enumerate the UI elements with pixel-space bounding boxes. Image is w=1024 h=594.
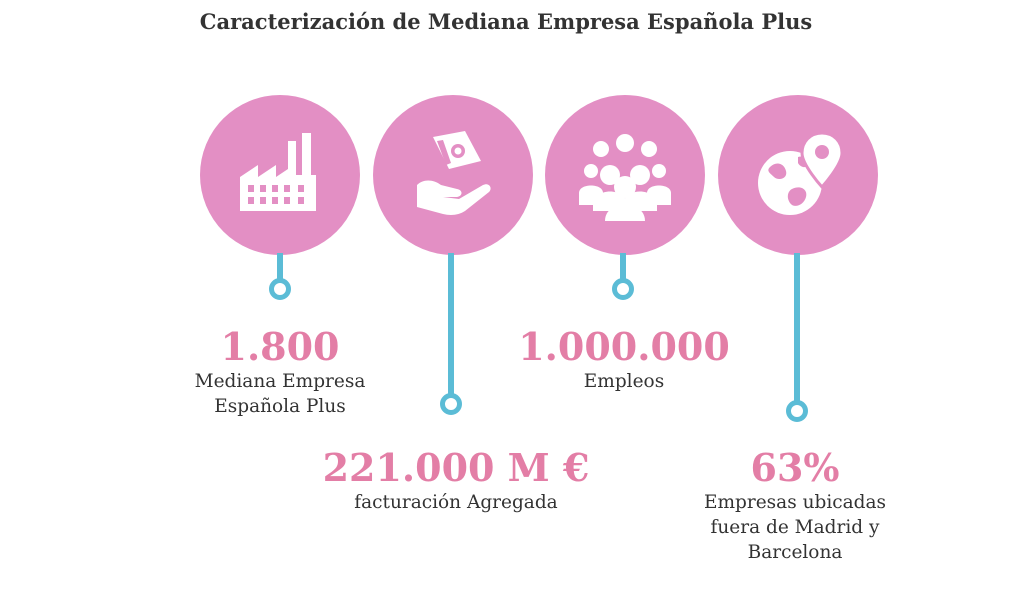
stat-label: facturación Agregada — [354, 492, 558, 513]
stat-label: Mediana Empresa Española Plus — [194, 371, 366, 417]
globe-location-circle — [718, 95, 878, 255]
stat-value: 221.000 M € — [322, 445, 590, 490]
stat-value: 63% — [750, 445, 840, 490]
globe-location-icon — [758, 131, 844, 215]
factory-icon — [240, 133, 316, 211]
factory-circle — [200, 95, 360, 255]
people-group-icon — [579, 134, 671, 221]
connector-line-1 — [277, 253, 283, 280]
connector-ring-2 — [440, 393, 462, 415]
connector-line-4 — [794, 253, 800, 401]
stat-label: Empresas ubicadas fuera de Madrid y Barc… — [703, 492, 886, 563]
stat-value: 1.800 — [220, 324, 340, 369]
connector-line-3 — [620, 253, 626, 280]
hand-money-circle — [373, 95, 533, 255]
connector-ring-4 — [786, 400, 808, 422]
stat-ubicacion: 63% Empresas ubicadas fuera de Madrid y … — [660, 446, 930, 565]
connector-line-2 — [448, 253, 454, 395]
stat-empresas: 1.800 Mediana Empresa Española Plus — [150, 325, 410, 419]
hand-money-icon — [417, 131, 491, 215]
page-title: Caracterización de Mediana Empresa Españ… — [199, 9, 813, 34]
connector-ring-3 — [612, 278, 634, 300]
people-group-circle — [545, 95, 705, 255]
stat-value: 1.000.000 — [518, 324, 730, 369]
stat-label: Empleos — [583, 371, 665, 392]
stat-facturacion: 221.000 M € facturación Agregada — [316, 446, 596, 515]
stat-empleos: 1.000.000 Empleos — [494, 325, 754, 394]
connector-ring-1 — [269, 278, 291, 300]
